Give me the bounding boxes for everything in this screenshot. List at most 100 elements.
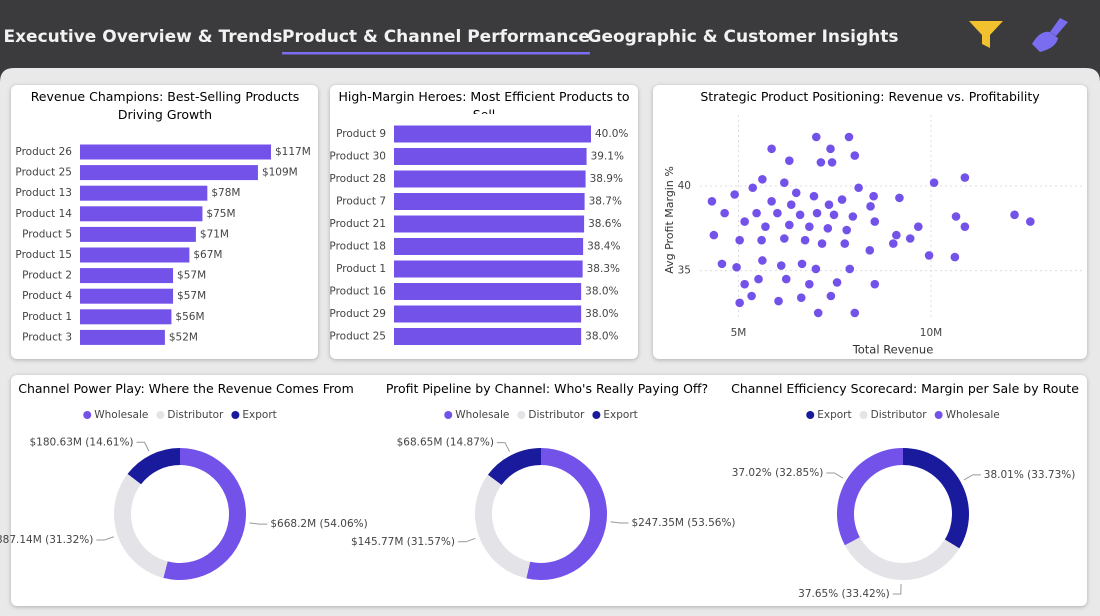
nav-tab[interactable]: Executive Overview & Trends [3,27,282,47]
chart-title: High-Margin Heroes: Most Efficient Produ… [338,89,630,114]
leader-line [457,537,476,543]
legend-label: Distributor [871,409,928,421]
point [817,239,827,248]
point [785,220,794,230]
bar [394,170,586,188]
point [780,234,789,243]
filter-icon[interactable] [969,21,1003,48]
point [758,256,767,265]
point [960,222,970,231]
data-label: $668.2M (54.06%) [270,518,367,530]
category-label: Product 13 [15,187,72,199]
nav-tab[interactable]: Product & Channel Performance [282,27,590,47]
point [740,217,749,226]
point [848,212,858,221]
point [735,235,744,245]
chart-title-box: Revenue Champions: Best-Selling Products… [30,89,300,122]
leader-line [826,472,844,479]
category-label: Product 5 [22,228,72,240]
category-label: Product 28 [329,173,386,185]
point [732,262,741,272]
legend-label: Export [242,409,276,421]
bar [394,305,582,323]
value-label: $75M [206,208,235,220]
bar [394,193,585,210]
point [776,261,786,270]
point [892,230,901,240]
point [826,144,835,154]
point [785,156,794,165]
point [913,222,923,231]
value-label: 38.3% [587,263,620,275]
active-tab-underline [282,52,590,55]
point [811,264,821,274]
chart-title: Strategic Product Positioning: Revenue v… [700,89,1040,104]
category-label: Product 26 [15,146,72,158]
point [905,234,915,243]
point [797,259,807,269]
legend-label: Distributor [528,409,585,421]
point [816,158,826,167]
donut-slice [844,537,960,581]
nav-tab[interactable]: Geographic & Customer Insights [588,27,899,47]
legend-marker [83,411,92,419]
data-label: $180.63M (14.61%) [29,436,133,448]
point [950,252,960,262]
value-label: 38.7% [589,196,622,208]
legend: Wholesale Distributor Export [444,409,638,421]
x-axis-label: Total Revenue [852,343,934,357]
value-label: 38.0% [585,286,618,298]
y-axis-label: Avg Profit Margin % [663,166,676,274]
value-label: 38.6% [588,218,621,230]
point [870,217,880,226]
point [823,224,833,233]
value-label: $71M [200,228,229,240]
legend-label: Wholesale [946,409,1000,421]
point [840,239,850,248]
point [824,200,834,209]
point [735,298,744,308]
x-tick-label: 10M [920,327,942,339]
donut-slice [475,474,531,579]
bar [80,247,190,263]
point [837,195,847,204]
leader-line [610,521,629,524]
category-label: Product 21 [329,218,386,230]
chart-title-box: High-Margin Heroes: Most Efficient Produ… [338,89,630,114]
legend-marker [156,411,165,419]
bar [80,309,172,325]
point [811,132,821,142]
point [895,193,904,203]
clear-icon[interactable] [1032,18,1068,52]
category-label: Product 4 [22,290,72,302]
point [805,222,814,231]
bar [394,125,591,143]
chart-title: Revenue Champions: Best-Selling Products… [30,89,300,122]
category-label: Product 1 [22,311,72,323]
category-label: Product 29 [329,308,386,320]
legend-marker [934,411,943,419]
value-label: 38.9% [590,173,623,185]
card [11,375,1087,606]
leader-line [963,474,981,481]
point [761,222,770,231]
point [786,200,796,209]
chart-title-box: Profit Pipeline by Channel: Who's Really… [386,381,708,396]
point [854,183,863,193]
data-label: 37.02% (32.85%) [732,467,824,479]
donut-slice [127,448,180,485]
category-label: Product 7 [336,196,386,208]
category-label: Product 18 [329,241,386,253]
bar [394,260,583,278]
bar [80,185,208,201]
data-label: $68.65M (14.87%) [397,437,494,449]
category-label: Product 14 [15,208,72,220]
bar [394,328,582,345]
point [865,246,875,255]
point [758,174,767,184]
value-label: $78M [211,187,240,199]
value-label: $117M [275,146,311,158]
value-label: $57M [177,270,206,282]
point [767,144,776,154]
